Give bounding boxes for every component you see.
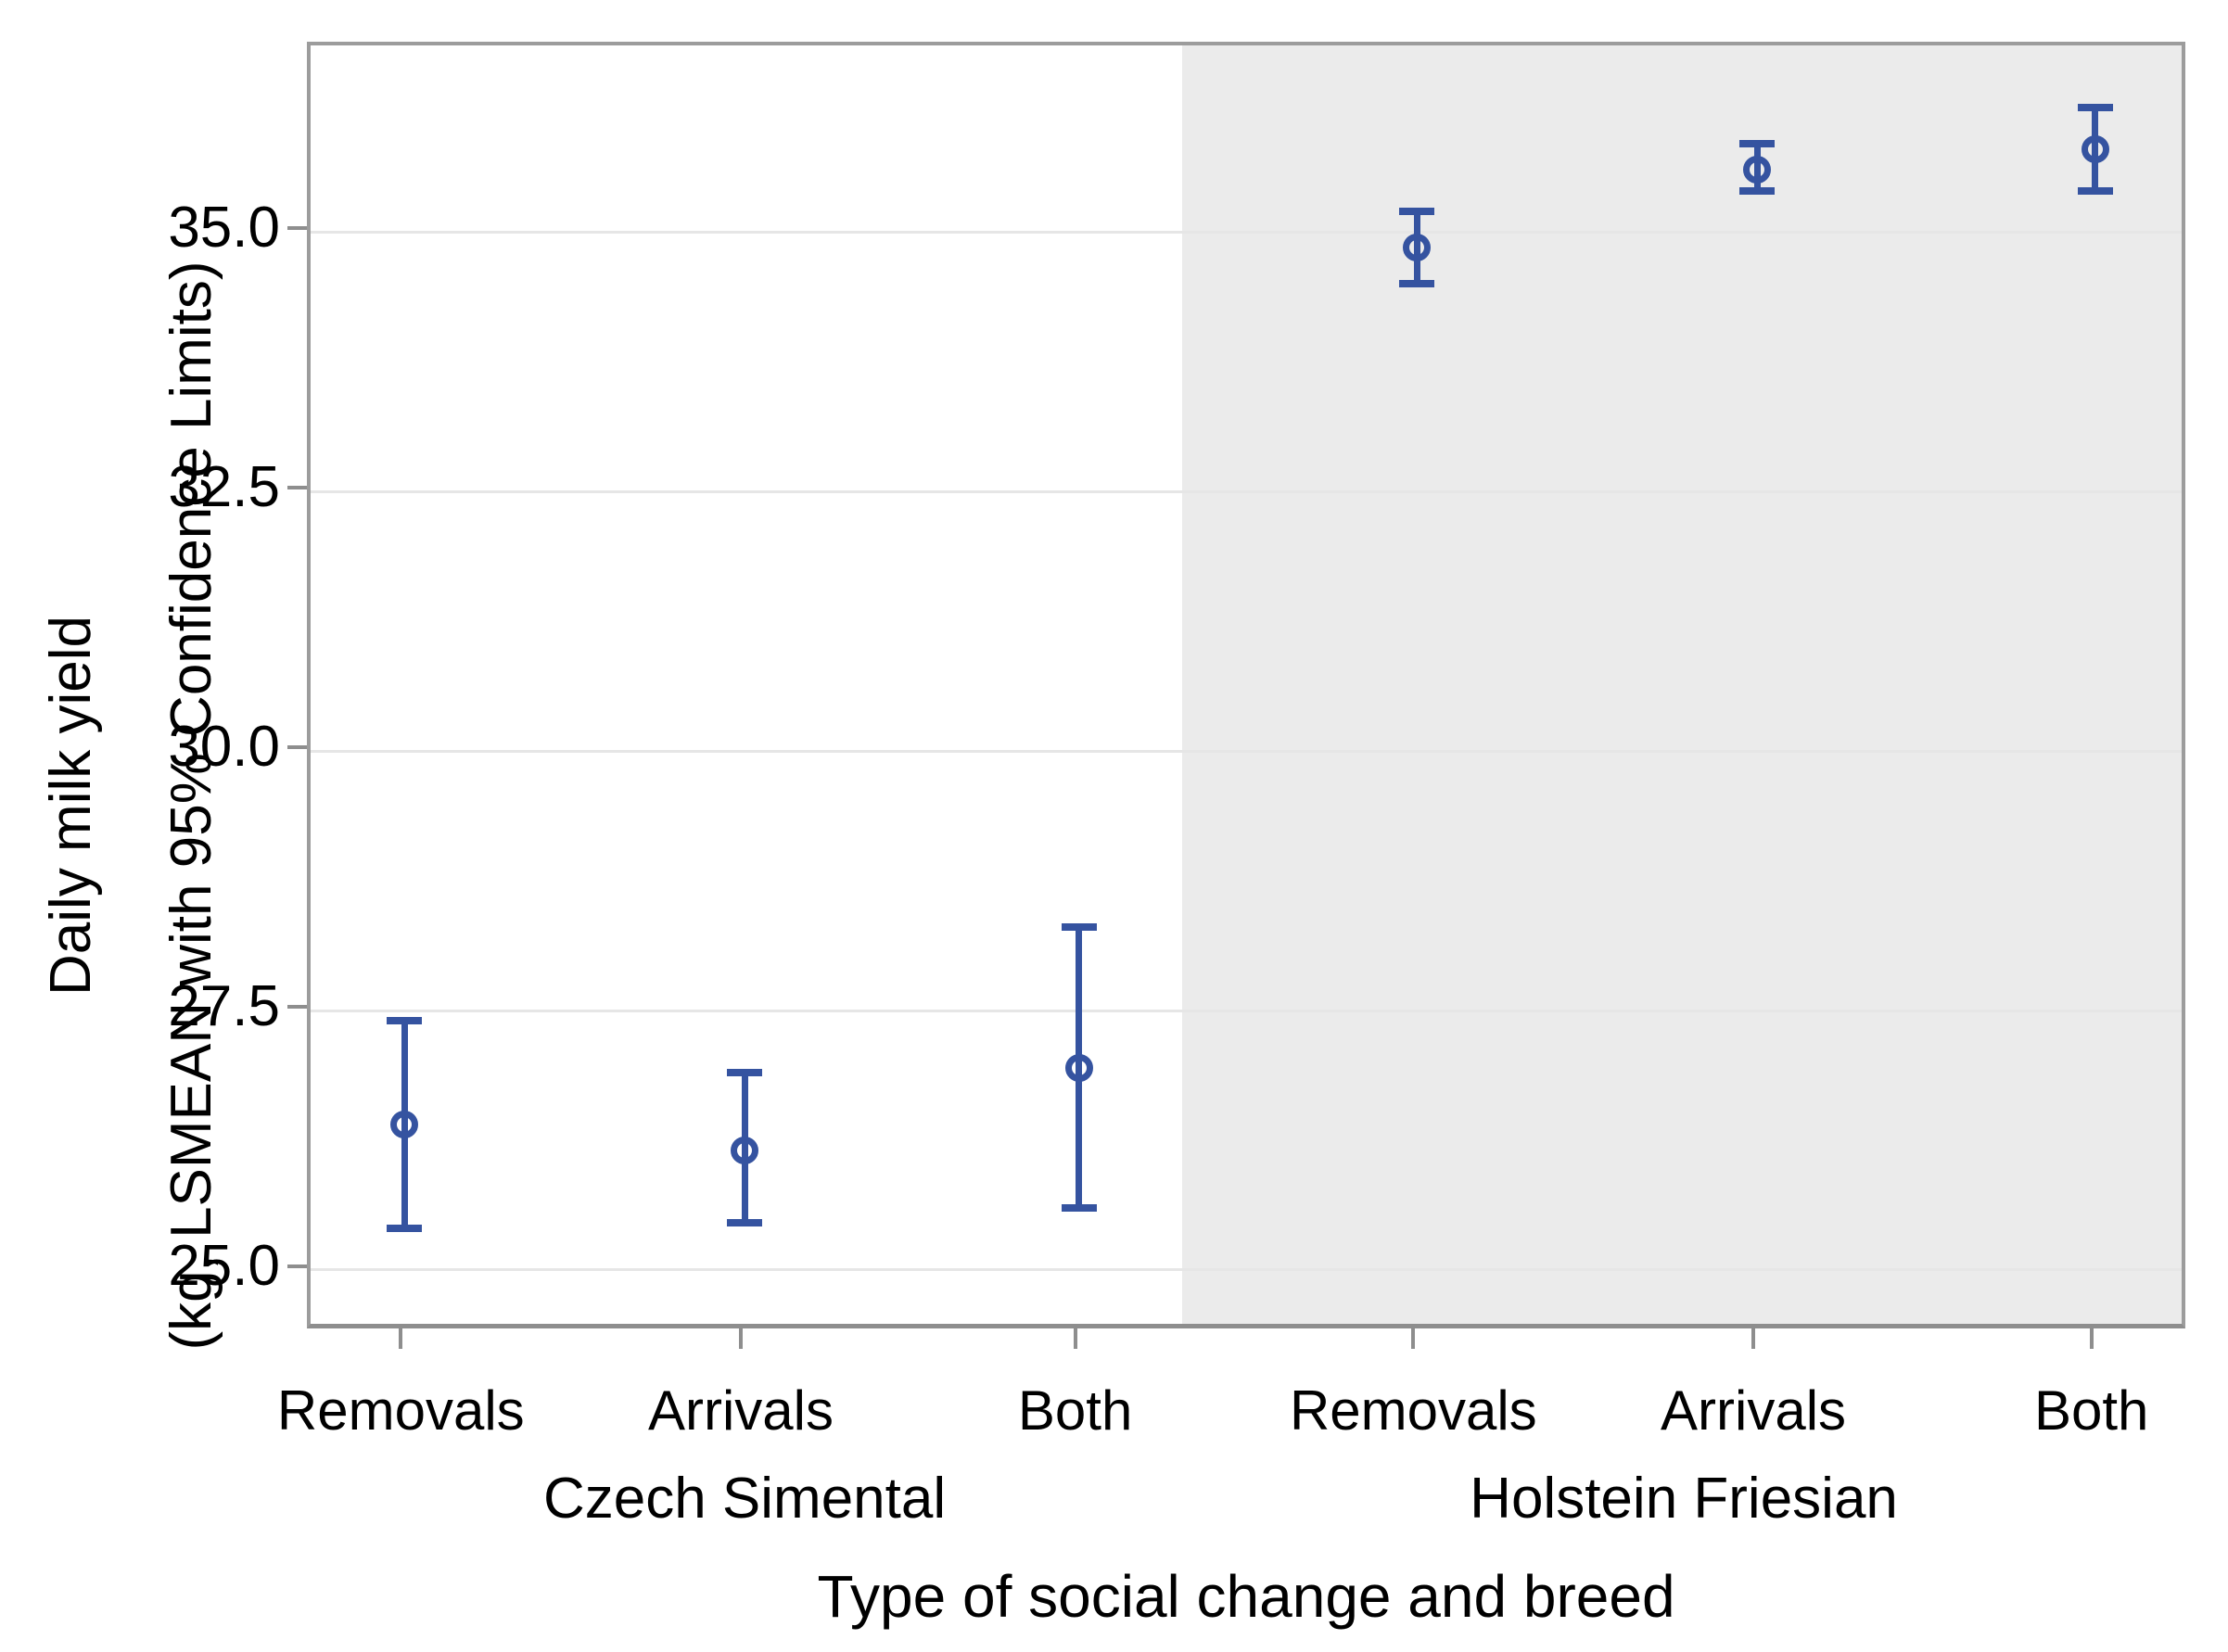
ci-upper-cap <box>2077 104 2113 112</box>
x-category-label: Removals <box>1289 1379 1537 1442</box>
lsmean-marker <box>390 1111 419 1139</box>
ci-upper-cap <box>1739 140 1776 148</box>
ci-upper-cap <box>727 1069 762 1077</box>
ci-lower-cap <box>727 1219 762 1227</box>
y-tick-mark <box>287 226 307 231</box>
y-tick-label: 35.0 <box>168 196 280 261</box>
y-axis-title-line1: Daily milk yield <box>39 616 103 996</box>
y-tick-mark <box>287 1264 307 1268</box>
x-tick-mark <box>2089 1328 2094 1349</box>
group-label-holstein-friesian: Holstein Friesian <box>1470 1467 1898 1531</box>
lsmean-marker <box>2081 134 2109 163</box>
y-tick-label: 27.5 <box>168 974 280 1038</box>
ci-upper-cap <box>1399 208 1435 216</box>
x-tick-mark <box>1411 1328 1416 1349</box>
ci-lower-cap <box>1739 186 1776 195</box>
ci-lower-cap <box>387 1225 423 1233</box>
gridline-y-27.5 <box>311 1009 2182 1012</box>
x-tick-mark <box>399 1328 403 1349</box>
y-tick-mark <box>287 745 307 750</box>
y-tick-mark <box>287 486 307 490</box>
ci-lower-cap <box>2077 186 2113 195</box>
gridline-y-25.0 <box>311 1268 2182 1272</box>
gridline-y-32.5 <box>311 489 2182 493</box>
x-tick-mark <box>1073 1328 1077 1349</box>
gridline-y-35.0 <box>311 230 2182 234</box>
ci-lower-cap <box>1061 1203 1097 1212</box>
x-category-label: Arrivals <box>1661 1379 1847 1442</box>
x-tick-mark <box>1751 1328 1756 1349</box>
group-label-czech-simental: Czech Simental <box>542 1467 947 1531</box>
x-category-label: Removals <box>276 1379 525 1442</box>
y-tick-label: 25.0 <box>168 1233 280 1298</box>
plot-area <box>307 42 2185 1328</box>
ci-lower-cap <box>1399 280 1435 288</box>
ci-upper-cap <box>387 1017 423 1025</box>
x-axis-title: Type of social change and breed <box>817 1563 1675 1630</box>
lsmean-marker <box>1403 234 1432 262</box>
x-tick-mark <box>739 1328 743 1349</box>
x-category-label: Arrivals <box>647 1379 834 1442</box>
shaded-region-holstein-friesian <box>1182 45 2182 1324</box>
lsmean-marker <box>1743 156 1772 184</box>
y-tick-mark <box>287 1005 307 1009</box>
lsmean-marker <box>731 1137 758 1165</box>
x-category-label: Both <box>1017 1379 1133 1442</box>
ci-upper-cap <box>1061 923 1097 932</box>
y-tick-label: 32.5 <box>168 455 280 520</box>
y-tick-label: 30.0 <box>168 715 280 780</box>
lsmean-marker <box>1064 1053 1093 1082</box>
gridline-y-30.0 <box>311 749 2182 753</box>
x-category-label: Both <box>2033 1379 2149 1442</box>
